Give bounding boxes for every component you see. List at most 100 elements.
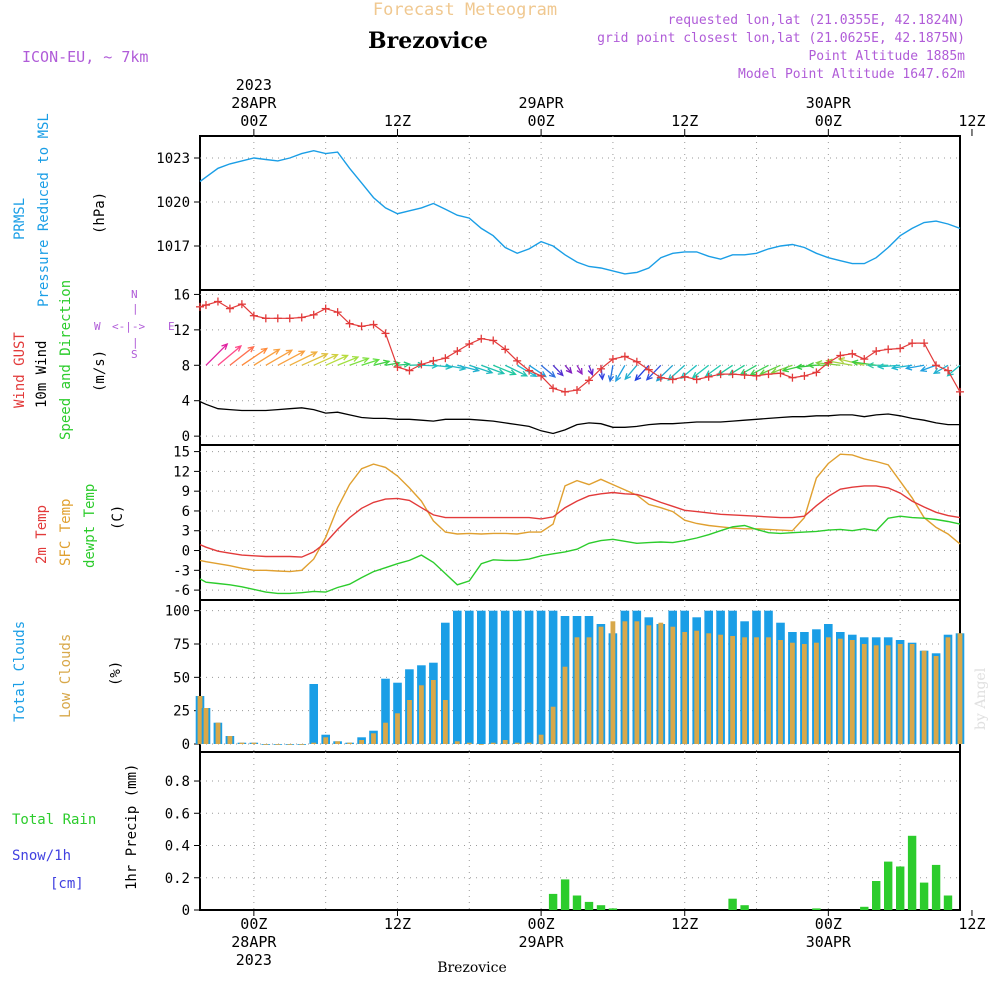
low-cloud-bar xyxy=(514,742,520,744)
wind-arrow xyxy=(528,364,547,378)
top-time-label: 28APR xyxy=(231,94,277,112)
wind-arrow xyxy=(564,364,572,374)
rain-bar xyxy=(896,866,905,910)
low-cloud-bar xyxy=(227,736,233,744)
low-cloud-bar xyxy=(670,626,676,744)
y-tick-temp: -3 xyxy=(173,563,190,579)
low-cloud-bar xyxy=(945,637,951,744)
y-tick-wind: 4 xyxy=(182,394,190,410)
pressure-unit: (hPa) xyxy=(92,192,108,234)
total-clouds-label: Total Clouds xyxy=(12,621,28,722)
low-cloud-bar xyxy=(203,708,209,744)
rain-bar xyxy=(596,905,606,910)
wind-arrow xyxy=(609,365,614,382)
y-tick-temp: 15 xyxy=(173,445,190,461)
y-tick-precip: 0.2 xyxy=(165,871,190,887)
wind-arrow-head xyxy=(548,371,557,378)
low-cloud-bar xyxy=(598,626,604,744)
top-time-label: 00Z xyxy=(815,112,842,130)
y-tick-wind: 16 xyxy=(173,287,190,303)
bottom-time-label: 00Z xyxy=(528,915,555,933)
total-cloud-bar xyxy=(381,678,390,744)
low-cloud-bar xyxy=(431,680,436,744)
wind-arrow-head xyxy=(716,369,724,377)
y-tick-pressure: 1023 xyxy=(156,151,190,167)
rain-bar xyxy=(584,901,594,910)
wind-arrow-head xyxy=(260,347,269,355)
rain-bar xyxy=(548,893,558,910)
top-time-label: 2023 xyxy=(236,76,272,94)
frame-temp xyxy=(199,444,961,601)
wind-arrow-head xyxy=(221,343,229,350)
y-tick-precip: 0.4 xyxy=(165,839,190,855)
wind-arrow-head xyxy=(851,359,859,366)
rain-bar xyxy=(608,908,618,910)
temperature-series xyxy=(199,453,961,595)
low-cloud-bar xyxy=(622,621,628,744)
wind-arrow xyxy=(588,365,594,375)
low-cloud-bar xyxy=(407,700,412,744)
low-cloud-bar xyxy=(371,733,376,744)
wind-arrow-head xyxy=(362,357,370,364)
low-cloud-bar xyxy=(395,713,400,744)
wind-arrow-head xyxy=(904,364,913,371)
low-cloud-bar xyxy=(538,734,544,744)
wind-arrow-head xyxy=(445,363,453,370)
wind-arrow xyxy=(728,364,745,376)
low-cloud-bar xyxy=(323,737,329,744)
rain-bar xyxy=(812,908,821,910)
temp-dewpt-label: dewpt Temp xyxy=(82,484,98,568)
low-cloud-bar xyxy=(215,722,221,744)
precip-unit: 1hr Precip (mm) xyxy=(124,764,140,890)
rain-bar xyxy=(872,881,881,910)
temp-2m-label: 2m Temp xyxy=(34,505,50,564)
y-tick-temp: 12 xyxy=(173,464,190,480)
wind-arrow-head xyxy=(321,353,329,359)
compass-w: W xyxy=(94,320,101,333)
wind-arrow xyxy=(615,364,626,382)
compass-down: | xyxy=(132,336,139,349)
temp-labels: 2m Temp SFC Temp dewpt Temp (C) xyxy=(34,484,126,568)
wind-arrow xyxy=(933,364,949,374)
low-cloud-bar xyxy=(239,742,245,744)
wind-unit: (m/s) xyxy=(92,350,108,392)
low-cloud-bar xyxy=(873,645,879,744)
y-tick-cloud: 50 xyxy=(173,670,190,686)
panel-frames xyxy=(199,135,961,911)
low-cloud-bar xyxy=(730,636,735,744)
low-cloud-bar xyxy=(790,642,795,744)
total-cloud-bar xyxy=(488,610,498,744)
top-time-label: 29APR xyxy=(519,94,565,112)
y-tick-cloud: 75 xyxy=(173,637,190,653)
low-cloud-bar xyxy=(837,638,843,744)
wind-speed-line xyxy=(199,401,960,435)
low-cloud-bar xyxy=(347,742,352,744)
total-cloud-bar xyxy=(524,610,534,744)
wind-arrow-head xyxy=(331,353,339,360)
compass-up: | xyxy=(132,302,139,315)
low-cloud-bar xyxy=(957,633,963,744)
bottom-time-label: 28APR xyxy=(231,933,277,951)
low-cloud-bar xyxy=(766,637,771,744)
wind-arrow xyxy=(337,356,359,366)
low-cloud-bar xyxy=(646,625,652,744)
total-cloud-bar xyxy=(309,684,318,744)
location-title: Brezovice xyxy=(368,28,488,54)
prmsl-label: PRMSL xyxy=(12,198,28,240)
y-tick-temp: -6 xyxy=(173,583,190,599)
wind-arrow-head xyxy=(341,354,349,361)
wind-arrow-head xyxy=(351,355,360,362)
low-cloud-bar xyxy=(658,622,664,744)
low-cloud-bar xyxy=(802,644,807,744)
t2m-line xyxy=(199,485,961,558)
low-cloud-bar xyxy=(718,634,723,744)
low-cloud-bar xyxy=(287,744,293,745)
rain-bar xyxy=(860,906,869,910)
pressure-msl-label: Pressure Reduced to MSL xyxy=(36,113,52,307)
grid-point-coords: grid point closest lon,lat (21.0625E, 42… xyxy=(597,31,965,46)
total-cloud-bar xyxy=(548,610,558,744)
bottom-time-label: 30APR xyxy=(806,933,852,951)
wind-arrow-head xyxy=(645,373,653,381)
wind-arrow xyxy=(301,353,328,366)
